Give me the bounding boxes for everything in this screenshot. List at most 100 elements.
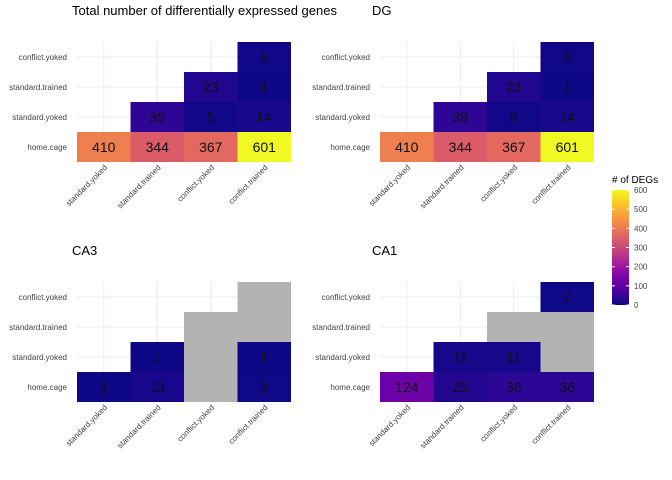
x-tick-label: conflict.trained — [530, 403, 573, 446]
legend-colorbar — [612, 190, 629, 305]
cell-value-label: 1 — [260, 349, 268, 365]
heatmap-cell — [77, 372, 131, 402]
heatmap-cell — [433, 102, 487, 132]
panel-title: DG — [372, 3, 392, 18]
y-tick-label: home.cage — [330, 383, 370, 392]
cell-value-label: 410 — [395, 139, 419, 155]
heatmap-cell — [237, 342, 291, 372]
heatmap-cell — [184, 312, 238, 342]
x-tick-label: conflict.trained — [227, 163, 270, 206]
heatmap-cell — [237, 282, 291, 312]
heatmap-cell — [487, 342, 541, 372]
heatmap-cell — [540, 372, 594, 402]
heatmap-cell — [130, 132, 184, 162]
cell-value-label: 601 — [556, 139, 580, 155]
panel-title: CA3 — [72, 243, 97, 258]
heatmap-cell — [487, 312, 541, 342]
heatmap-cell — [540, 132, 594, 162]
y-tick-label: conflict.yoked — [19, 53, 67, 62]
heatmap-cell — [540, 42, 594, 72]
y-tick-label: standard.yoked — [315, 113, 370, 122]
cell-value-label: 367 — [502, 139, 526, 155]
x-tick-label: standard.trained — [115, 403, 162, 450]
cell-value-label: 23 — [203, 79, 219, 95]
heatmap-cell — [540, 72, 594, 102]
cell-value-label: 36 — [559, 379, 575, 395]
x-tick-label: standard.yoked — [367, 403, 412, 448]
x-tick-label: standard.trained — [418, 403, 465, 450]
heatmap-cell — [237, 102, 291, 132]
legend-title: # of DEGs — [612, 175, 658, 186]
y-tick-label: standard.yoked — [315, 353, 370, 362]
legend-tick-label: 0 — [634, 301, 639, 310]
cell-value-label: 23 — [506, 79, 522, 95]
cell-value-label: 1 — [563, 79, 571, 95]
x-tick-label: standard.trained — [418, 163, 465, 210]
heatmap-cell — [540, 102, 594, 132]
x-tick-label: standard.yoked — [64, 163, 109, 208]
heatmap-cell — [237, 42, 291, 72]
heatmap-cell — [184, 102, 238, 132]
x-tick-label: conflict.trained — [530, 163, 573, 206]
y-tick-label: standard.trained — [9, 83, 67, 92]
heatmap-cell — [433, 372, 487, 402]
cell-value-label: 5 — [510, 109, 518, 125]
heatmap-cell — [237, 132, 291, 162]
y-tick-label: home.cage — [27, 383, 67, 392]
heatmap-cell — [237, 372, 291, 402]
cell-value-label: 5 — [563, 49, 571, 65]
cell-value-label: 344 — [449, 139, 473, 155]
y-tick-label: conflict.yoked — [322, 293, 370, 302]
y-tick-label: home.cage — [330, 143, 370, 152]
y-tick-label: standard.yoked — [12, 353, 67, 362]
cell-value-label: 11 — [453, 349, 468, 365]
cell-value-label: 36 — [506, 379, 522, 395]
cell-value-label: 2 — [260, 379, 268, 395]
legend-tick-label: 500 — [634, 205, 648, 214]
heatmap-cell — [540, 282, 594, 312]
x-tick-label: standard.yoked — [64, 403, 109, 448]
heatmap-cell — [130, 372, 184, 402]
cell-value-label: 344 — [146, 139, 170, 155]
x-tick-label: conflict.yoked — [479, 403, 520, 444]
x-tick-label: conflict.yoked — [479, 163, 520, 204]
y-tick-label: home.cage — [27, 143, 67, 152]
x-tick-label: standard.trained — [115, 163, 162, 210]
cell-value-label: 14 — [256, 109, 272, 125]
cell-value-label: 5 — [260, 49, 268, 65]
heatmap-cell — [184, 342, 238, 372]
y-tick-label: standard.trained — [312, 83, 370, 92]
heatmap-cell — [130, 102, 184, 132]
cell-value-label: 1 — [100, 379, 108, 395]
heatmap-cell — [487, 132, 541, 162]
y-tick-label: conflict.yoked — [322, 53, 370, 62]
x-tick-label: conflict.yoked — [176, 163, 217, 204]
cell-value-label: 2 — [563, 289, 571, 305]
legend-tick-label: 400 — [634, 224, 648, 233]
heatmap-cell — [184, 72, 238, 102]
x-tick-label: conflict.trained — [227, 403, 270, 446]
cell-value-label: 124 — [395, 379, 419, 395]
heatmap-cell — [77, 132, 131, 162]
x-tick-label: standard.yoked — [367, 163, 412, 208]
heatmap-cell — [433, 342, 487, 372]
legend-tick-label: 200 — [634, 263, 648, 272]
cell-value-label: 39 — [149, 109, 165, 125]
legend-tick-label: 300 — [634, 244, 648, 253]
cell-value-label: 601 — [253, 139, 277, 155]
cell-value-label: 13 — [149, 379, 165, 395]
heatmap-cell — [380, 372, 434, 402]
cell-value-label: 410 — [92, 139, 116, 155]
cell-value-label: 11 — [506, 349, 521, 365]
panel-title: CA1 — [372, 243, 397, 258]
cell-value-label: 367 — [199, 139, 223, 155]
heatmap-cell — [380, 132, 434, 162]
heatmap-cell — [184, 132, 238, 162]
y-tick-label: standard.trained — [312, 323, 370, 332]
legend-tick-label: 600 — [634, 186, 648, 195]
cell-value-label: 25 — [452, 379, 468, 395]
cell-value-label: 1 — [153, 349, 161, 365]
cell-value-label: 1 — [260, 79, 268, 95]
panel-title: Total number of differentially expressed… — [72, 3, 337, 18]
